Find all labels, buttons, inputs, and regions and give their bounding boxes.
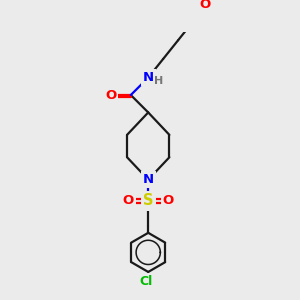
Text: N: N: [143, 173, 154, 186]
Text: O: O: [200, 0, 211, 11]
Text: O: O: [105, 88, 116, 101]
Text: Cl: Cl: [140, 275, 153, 288]
Text: N: N: [143, 71, 154, 84]
Text: H: H: [154, 76, 164, 86]
Text: O: O: [163, 194, 174, 207]
Text: S: S: [143, 193, 154, 208]
Text: O: O: [123, 194, 134, 207]
